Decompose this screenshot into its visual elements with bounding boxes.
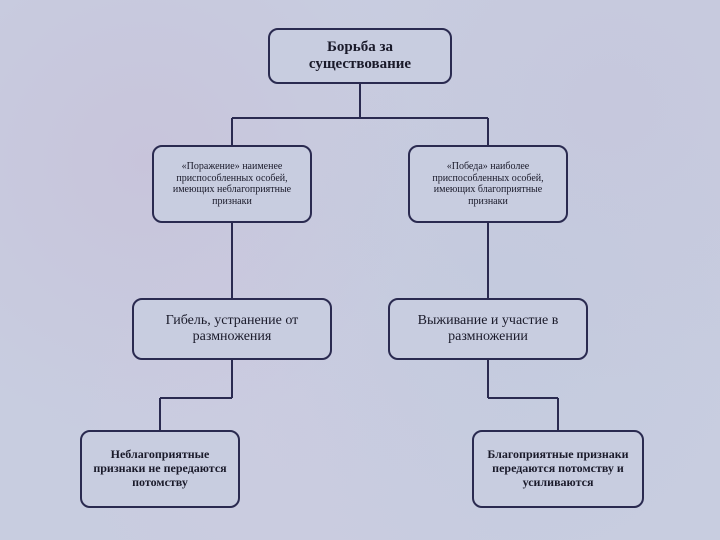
node-right3: Благоприятные признаки передаются потомс…	[472, 430, 644, 508]
node-left2: Гибель, устранение от размножения	[132, 298, 332, 360]
node-text: Борьба за существование	[276, 39, 444, 74]
node-right1: «Победа» наиболее приспособленных особей…	[408, 145, 568, 223]
node-text: Благоприятные признаки передаются потомс…	[480, 448, 636, 489]
node-text: Выживание и участие в размножении	[396, 313, 580, 345]
node-text: Гибель, устранение от размножения	[140, 313, 324, 345]
node-left3: Неблагоприятные признаки не передаются п…	[80, 430, 240, 508]
node-text: «Поражение» наименее приспособленных осо…	[160, 161, 304, 207]
node-text: «Победа» наиболее приспособленных особей…	[416, 161, 560, 207]
node-text: Неблагоприятные признаки не передаются п…	[88, 448, 232, 489]
node-left1: «Поражение» наименее приспособленных осо…	[152, 145, 312, 223]
node-root: Борьба за существование	[268, 28, 452, 84]
node-right2: Выживание и участие в размножении	[388, 298, 588, 360]
